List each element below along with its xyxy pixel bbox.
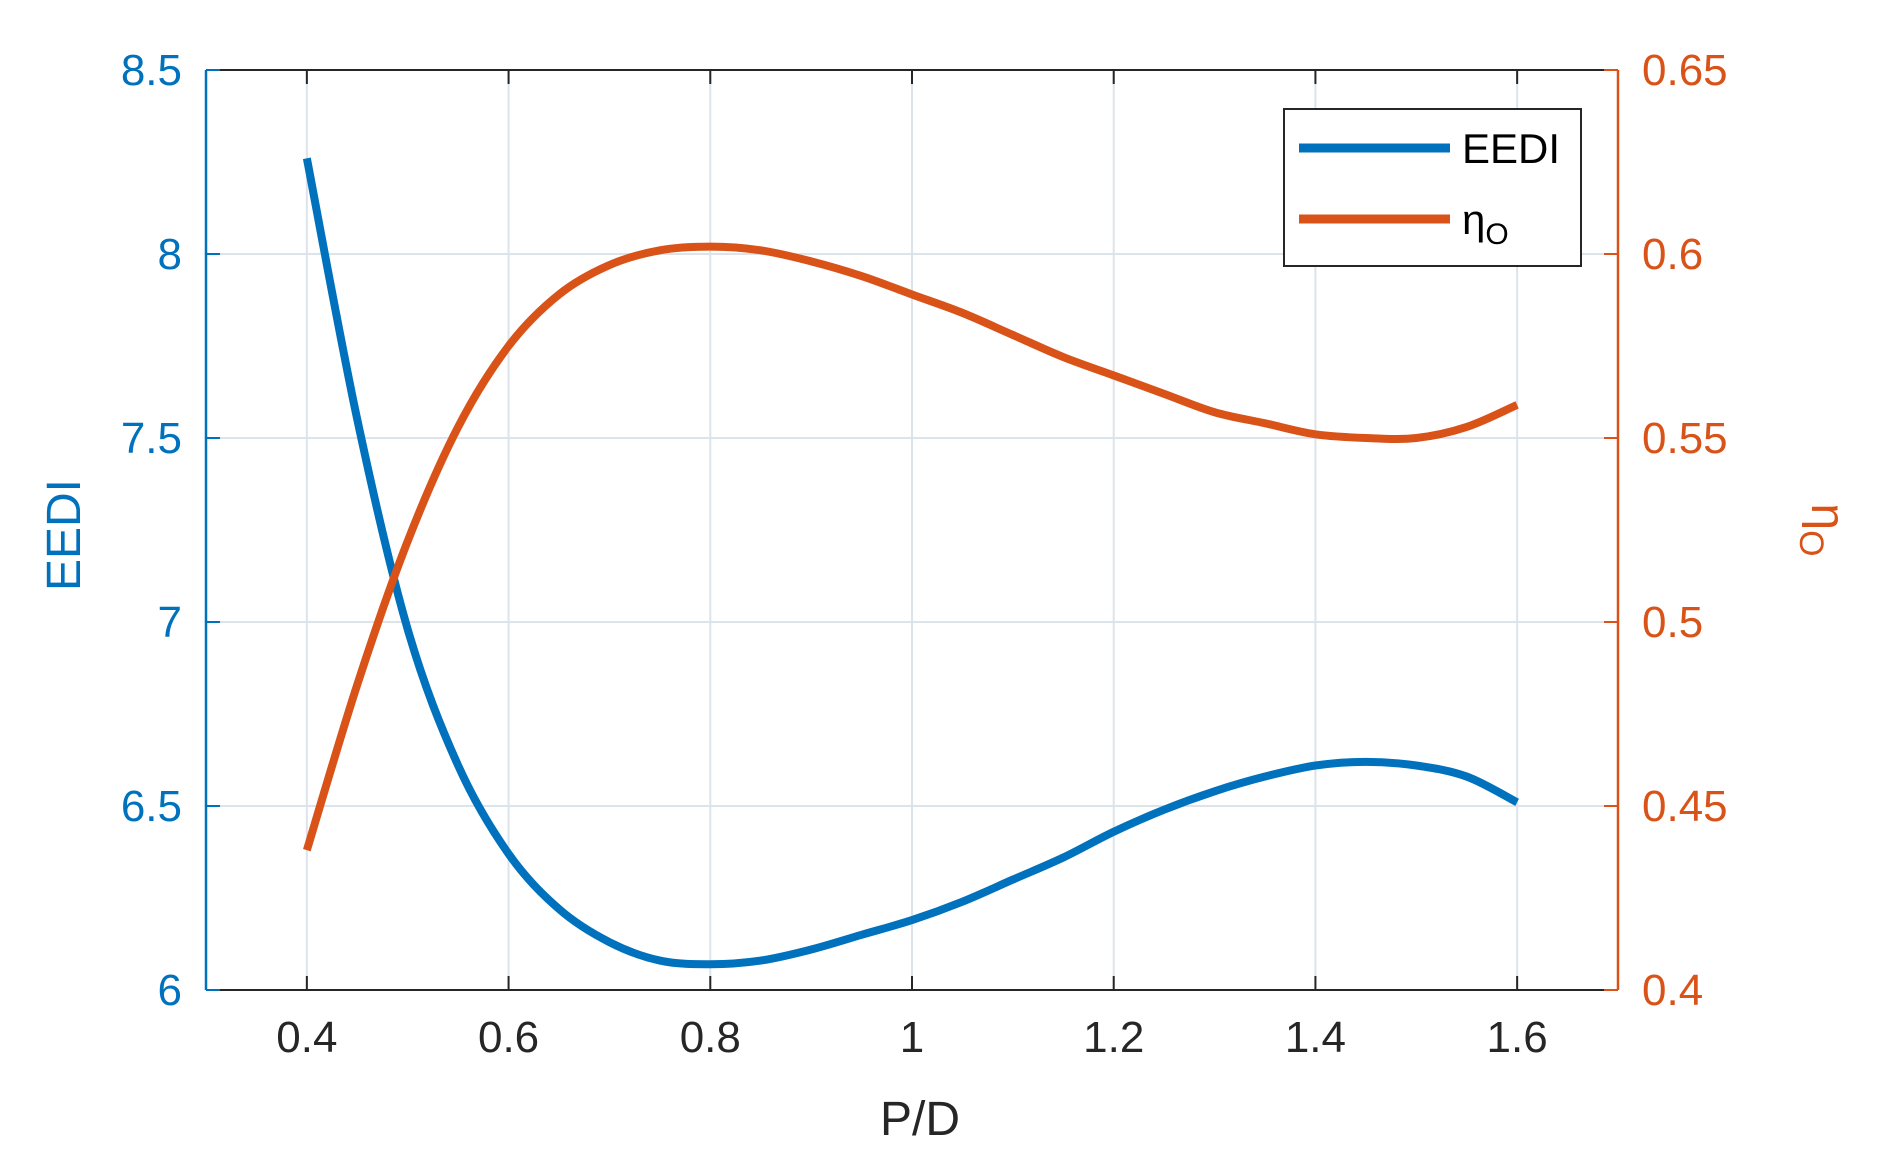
legend-label-eta-subscript: O	[1485, 218, 1508, 251]
left-axis-title: EEDI	[38, 479, 91, 591]
x-tick-label: 0.6	[478, 1013, 539, 1062]
left-y-tick-label: 7	[158, 598, 182, 647]
left-y-tick-label: 7.5	[121, 414, 182, 463]
legend-label-eta-symbol: η	[1462, 196, 1485, 243]
right-y-tick-label: 0.65	[1642, 46, 1728, 95]
x-tick-label: 0.4	[276, 1013, 337, 1062]
legend-label-eedi: EEDI	[1462, 125, 1560, 172]
right-y-tick-label: 0.45	[1642, 782, 1728, 831]
left-y-tick-label: 8.5	[121, 46, 182, 95]
right-axis-title-subscript: O	[1792, 530, 1830, 556]
right-axis-title: ηO	[1792, 503, 1854, 556]
x-tick-label: 1	[900, 1013, 924, 1062]
left-y-tick-label: 6	[158, 966, 182, 1015]
left-y-tick-label: 6.5	[121, 782, 182, 831]
legend-box	[1283, 108, 1582, 267]
right-y-tick-label: 0.4	[1642, 966, 1703, 1015]
x-tick-label: 1.4	[1285, 1013, 1346, 1062]
axes	[204, 69, 1620, 991]
legend-label-eta: ηO	[1462, 196, 1509, 251]
x-axis-title: P/D	[880, 1093, 960, 1146]
right-y-tick-label: 0.55	[1642, 414, 1728, 463]
tick-labels: 0.4 0.6 0.8 1 1.2 1.4 1.6 6 6.5 7 7.5 8 8.5 0.4 0.45 0.…	[121, 46, 1728, 1062]
left-y-tick-label: 8	[158, 230, 182, 279]
right-y-tick-label: 0.6	[1642, 230, 1703, 279]
x-tick-label: 1.2	[1083, 1013, 1144, 1062]
series-line-eta	[303, 242, 1519, 852]
x-tick-label: 1.6	[1487, 1013, 1548, 1062]
right-y-tick-label: 0.5	[1642, 598, 1703, 647]
series-line-eedi	[302, 157, 1520, 969]
legend: EEDI ηO	[1283, 108, 1582, 267]
right-axis-title-symbol: η	[1801, 503, 1854, 530]
series-lines	[302, 157, 1520, 969]
x-tick-label: 0.8	[680, 1013, 741, 1062]
